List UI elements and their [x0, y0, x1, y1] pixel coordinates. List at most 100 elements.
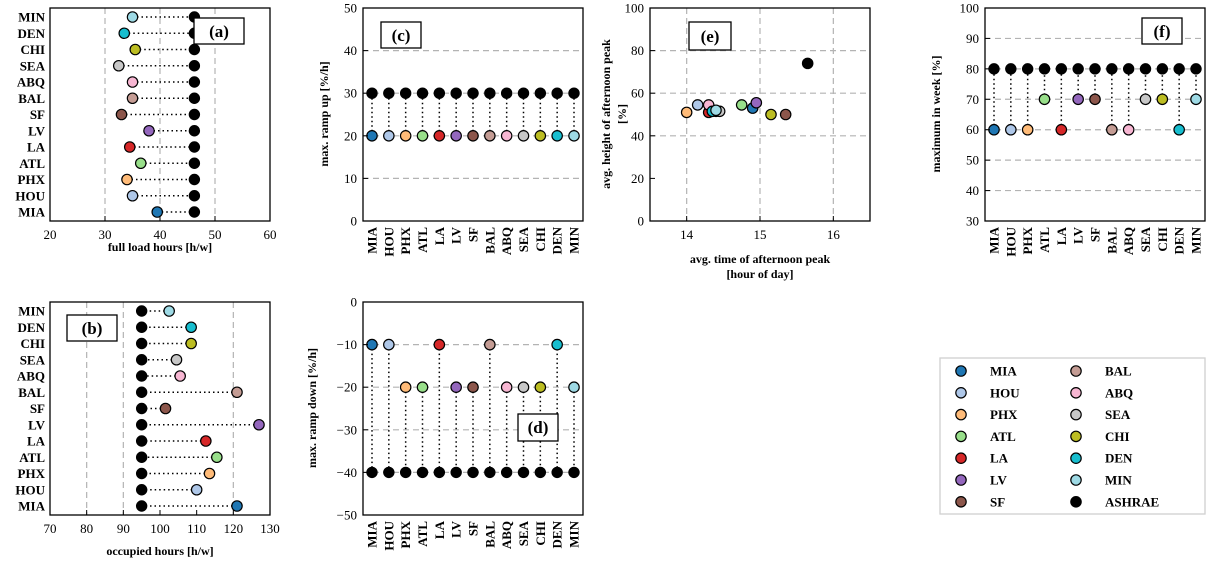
legend-marker-lv	[955, 474, 967, 486]
category-label: LA	[1054, 226, 1069, 245]
city-point-lv	[253, 418, 265, 431]
category-label: LV	[28, 123, 45, 138]
category-label: MIA	[18, 205, 45, 220]
y-tick-label: 10	[344, 171, 357, 186]
ashrae-point	[433, 87, 446, 99]
legend-label-phx: PHX	[990, 407, 1018, 422]
city-point-sf	[467, 130, 479, 142]
ashrae-point	[467, 87, 479, 99]
legend-marker-bal	[1070, 365, 1082, 377]
ashrae-point	[188, 190, 201, 202]
category-label: PHX	[18, 466, 46, 481]
city-point-hou	[190, 483, 203, 496]
category-label: SEA	[1138, 226, 1153, 252]
ashrae-point	[135, 451, 148, 463]
panel-f: 30 40 50 60 70 80 90 100 MIA HOU PHX ATL LA LV SF BAL AB…	[929, 1, 1206, 257]
y-tick-label: −10	[337, 337, 357, 352]
city-point-sf	[115, 108, 128, 121]
legend-label-la: LA	[990, 451, 1009, 466]
x-tick-label: 110	[187, 521, 206, 536]
y-tick-label: 0	[351, 214, 358, 229]
y-tick-label: 40	[966, 183, 979, 198]
y-tick-label: 80	[966, 61, 979, 76]
ashrae-point	[399, 466, 412, 479]
ashrae-point	[433, 466, 446, 479]
city-point-phx	[399, 381, 412, 393]
city-point-lv	[450, 381, 462, 393]
scatter-point-atl	[735, 99, 748, 111]
x-tick-label: 130	[260, 521, 280, 536]
ashrae-point	[135, 337, 148, 350]
category-label: DEN	[550, 226, 565, 254]
y-tick-label: 20	[631, 171, 644, 186]
ashrae-point	[135, 305, 148, 317]
category-label: LV	[449, 226, 464, 243]
city-point-min	[163, 305, 175, 317]
y-tick-label: 0	[351, 295, 358, 310]
city-point-la	[200, 435, 212, 447]
city-point-den	[1173, 123, 1185, 136]
scatter-point-min	[710, 104, 722, 117]
category-label: ATL	[19, 156, 45, 171]
category-label: SEA	[516, 520, 531, 546]
panel-c-label-box	[380, 21, 422, 49]
category-label: HOU	[15, 482, 45, 497]
city-point-sea	[112, 59, 125, 72]
city-point-atl	[1038, 93, 1051, 106]
ashrae-point	[534, 87, 547, 99]
category-label: MIA	[365, 520, 380, 547]
panel-b-xlabel: occupied hours [h/w]	[106, 544, 213, 558]
scatter-point-ashrae	[801, 57, 814, 70]
category-label: MIA	[987, 226, 1002, 253]
x-tick-label: 20	[44, 227, 57, 242]
y-tick-label: 70	[966, 92, 979, 107]
panel-e-xlabel-line1: avg. time of afternoon peak	[690, 252, 831, 266]
category-label: ABQ	[17, 369, 45, 384]
city-point-mia	[366, 338, 378, 351]
category-label: BAL	[482, 521, 497, 548]
city-point-atl	[416, 381, 429, 393]
y-tick-label: 30	[344, 86, 357, 101]
ashrae-point	[450, 87, 462, 99]
ashrae-point	[1122, 63, 1135, 75]
x-tick-label: 120	[224, 521, 244, 536]
legend-marker-sf	[955, 495, 967, 508]
city-point-abq	[126, 76, 139, 88]
city-point-abq	[1122, 123, 1135, 136]
legend-marker-sea	[1070, 408, 1082, 421]
city-point-bal	[1106, 123, 1118, 136]
panel-f-frame	[984, 7, 1206, 222]
city-point-phx	[121, 173, 133, 186]
ashrae-point	[1190, 63, 1202, 75]
city-point-la	[433, 130, 446, 142]
city-point-atl	[134, 157, 147, 170]
legend-label-bal: BAL	[1105, 364, 1132, 379]
panel-d-label-box	[517, 413, 559, 442]
ashrae-point	[366, 87, 378, 99]
category-label: ABQ	[1121, 227, 1136, 255]
ashrae-point	[188, 108, 201, 121]
category-label: LA	[432, 226, 447, 245]
y-tick-label: 60	[631, 86, 644, 101]
x-tick-label: 80	[80, 521, 93, 536]
ashrae-point	[1173, 63, 1185, 75]
category-label: LV	[449, 520, 464, 537]
y-tick-label: −40	[337, 465, 357, 480]
ashrae-point	[188, 141, 201, 153]
city-point-lv	[1072, 93, 1084, 106]
legend-label-ashrae: ASHRAE	[1105, 494, 1159, 509]
city-point-bal	[484, 338, 496, 351]
category-label: SEA	[20, 352, 46, 367]
category-label: ABQ	[499, 521, 514, 549]
category-label: MIN	[567, 520, 582, 547]
city-point-mia	[231, 500, 243, 512]
city-point-hou	[1005, 123, 1017, 136]
panel-e-ylabel-line2: [%]	[615, 104, 629, 124]
city-point-mia	[988, 123, 1000, 136]
scatter-point-lv	[750, 96, 763, 109]
panel-c-frame	[362, 7, 584, 222]
panel-f-label-box	[1141, 17, 1183, 45]
category-label: CHI	[533, 227, 548, 252]
ashrae-point	[517, 466, 530, 479]
ashrae-point	[135, 500, 148, 512]
